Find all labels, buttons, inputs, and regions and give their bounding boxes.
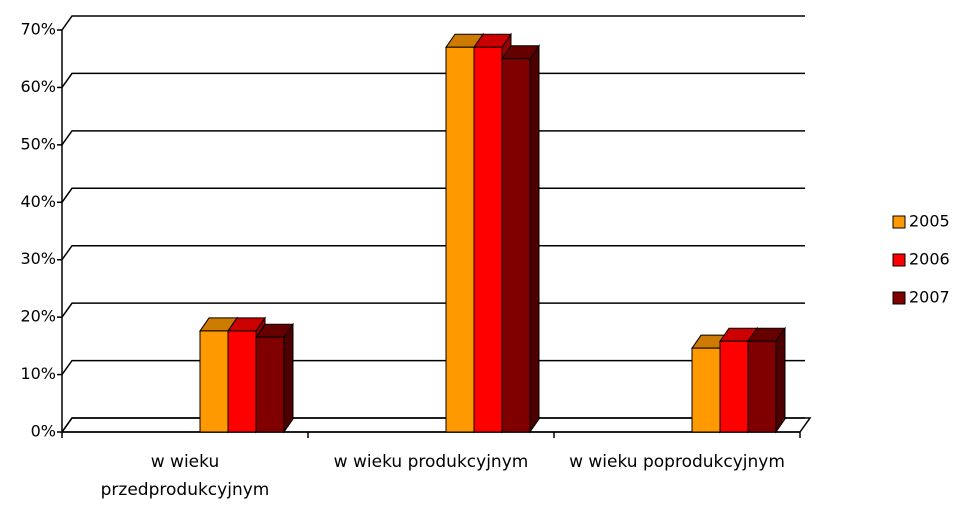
bar [501,44,540,434]
bar-top-shade [256,324,293,338]
y-tick-label: 70% [20,20,56,39]
bar-side-shade [776,328,785,432]
grid-line [61,15,805,31]
bar-front [473,46,503,433]
y-tick-label: 50% [20,134,56,153]
bar-top-shade [446,34,483,48]
grid-line [61,359,805,376]
y-tick-label: 10% [20,364,56,383]
bar-front [691,347,721,433]
legend-label: 2006 [909,250,950,269]
bar-top-shade [474,34,511,48]
bar [747,326,786,434]
bar-front [747,340,777,433]
y-tick-label: 20% [20,307,56,326]
y-tick-label: 60% [20,77,56,96]
grid-line [61,302,805,318]
x-tick-label: w wieku produkcyjnym [333,452,529,472]
bar-front [719,340,749,433]
bar-top-shade [200,317,237,331]
bar-front [227,330,257,433]
grid-line [61,244,805,261]
bar-front [199,330,229,433]
bar-top-shade [228,317,265,331]
bar-side-shade [284,324,293,432]
bar-front [445,46,475,433]
y-tick-label: 40% [20,192,56,211]
grid-line [61,72,805,88]
grid-line [61,417,805,433]
bar-side-shade [530,45,539,432]
x-tick-label: w wieku poprodukcyjnym [569,452,785,472]
bar-top-shade [720,328,757,342]
y-tick-label: 30% [20,249,56,268]
bar-front [255,336,285,433]
bar-top-shade [748,328,785,342]
legend-swatch [892,291,906,305]
bar-top-shade [502,45,539,59]
x-tick-label: w wieku przedprodukcyjnym [100,452,270,500]
legend-swatch [892,215,906,229]
bar-front [501,58,531,433]
y-tick-label: 0% [31,422,56,441]
legend-swatch [892,253,906,267]
grid-line [61,187,805,203]
grid-line [61,130,805,146]
legend-label: 2005 [909,212,950,231]
legend-label: 2007 [909,288,950,307]
bar [255,322,294,434]
